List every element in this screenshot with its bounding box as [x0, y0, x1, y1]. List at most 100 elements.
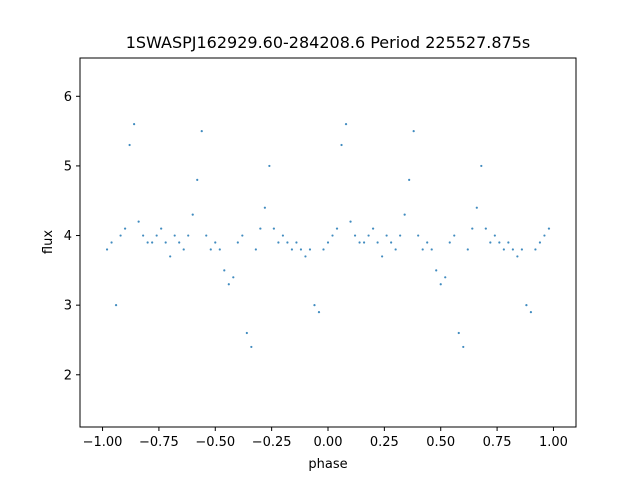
data-point [439, 283, 442, 286]
data-point [164, 241, 167, 244]
data-point [182, 248, 185, 251]
data-point [133, 123, 136, 126]
data-point [403, 213, 406, 216]
data-point [353, 234, 357, 237]
data-point [187, 234, 190, 237]
data-point [480, 164, 483, 168]
data-point [169, 255, 172, 258]
chart-title: 1SWASPJ162929.60-284208.6 Period 225527.… [126, 33, 531, 52]
data-point [529, 311, 533, 314]
data-point [430, 248, 433, 251]
data-point [299, 248, 303, 251]
data-point [119, 234, 122, 237]
data-point [453, 234, 456, 237]
data-point [385, 234, 388, 237]
data-point [268, 164, 271, 168]
data-point [520, 248, 523, 251]
data-point [259, 227, 262, 230]
data-point [367, 234, 370, 237]
data-point [227, 283, 230, 286]
x-tick-label: −1.00 [83, 435, 123, 450]
data-point [313, 304, 316, 307]
data-point [381, 255, 384, 258]
data-point [137, 220, 140, 223]
data-point [462, 345, 465, 349]
data-point [178, 241, 181, 244]
data-point [362, 241, 366, 244]
data-point [200, 130, 203, 133]
data-point [173, 234, 176, 237]
data-point [322, 248, 325, 251]
data-point [326, 241, 330, 244]
data-point [516, 255, 519, 258]
data-point [241, 234, 244, 237]
data-point [448, 241, 451, 244]
data-point [317, 311, 321, 314]
data-point [308, 248, 312, 251]
data-point [511, 248, 514, 251]
y-tick-label: 2 [64, 368, 72, 383]
data-point [394, 248, 397, 251]
y-tick-label: 5 [64, 159, 72, 174]
data-point [272, 227, 275, 230]
data-point [371, 227, 375, 230]
data-point [110, 241, 113, 244]
y-tick-label: 4 [64, 229, 72, 244]
data-point [417, 234, 420, 237]
x-tick-label: −0.25 [252, 435, 292, 450]
data-point [435, 269, 438, 272]
data-point [358, 241, 361, 244]
data-point [457, 331, 460, 335]
x-tick-label: −0.50 [195, 435, 235, 450]
data-point [408, 178, 411, 181]
x-tick-label: 0.25 [370, 435, 399, 450]
data-point [196, 178, 199, 181]
data-point [538, 241, 542, 244]
data-point [209, 248, 212, 251]
data-point [142, 234, 145, 237]
x-axis-label: phase [308, 457, 347, 472]
data-point [331, 234, 334, 237]
data-point [525, 304, 528, 307]
scatter-points [105, 123, 551, 349]
data-point [160, 227, 163, 230]
y-axis-label: flux [41, 230, 56, 254]
data-point [146, 241, 149, 244]
data-point [155, 234, 158, 237]
data-point [263, 206, 266, 209]
y-tick-label: 3 [64, 299, 72, 314]
data-point [218, 248, 221, 251]
data-point [376, 241, 379, 244]
x-tick-label: 0.50 [426, 435, 455, 450]
data-point [534, 248, 537, 251]
x-axis: −1.00 −0.75 −0.50 −0.25 0.00 0.25 0.50 0.75 1.00 [83, 427, 568, 450]
data-point [254, 248, 257, 251]
data-point [114, 304, 118, 307]
data-point [426, 241, 429, 244]
data-point [507, 241, 510, 244]
data-point [547, 227, 551, 230]
data-point [471, 227, 474, 230]
x-tick-label: 1.00 [539, 435, 568, 450]
data-point [349, 220, 352, 223]
data-point [412, 130, 415, 133]
data-point [205, 234, 208, 237]
data-point [498, 241, 501, 244]
y-axis: 2 3 4 5 6 [64, 90, 80, 383]
data-point [543, 234, 546, 237]
data-point [390, 241, 393, 244]
data-point [223, 269, 226, 272]
data-point [191, 213, 194, 216]
data-point [335, 227, 339, 230]
data-point [304, 255, 307, 258]
data-point [105, 248, 109, 251]
data-point [466, 248, 469, 251]
data-point [277, 241, 280, 244]
data-point [344, 123, 348, 126]
data-point [489, 241, 492, 244]
data-point [286, 241, 289, 244]
x-tick-label: 0.00 [314, 435, 343, 450]
data-point [250, 345, 253, 349]
x-tick-label: −0.75 [139, 435, 179, 450]
